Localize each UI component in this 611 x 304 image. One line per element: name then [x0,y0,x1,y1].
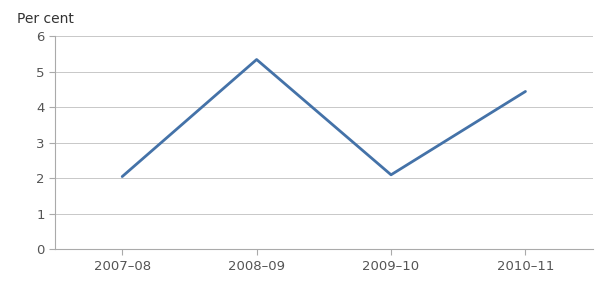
Text: Per cent: Per cent [17,12,74,26]
